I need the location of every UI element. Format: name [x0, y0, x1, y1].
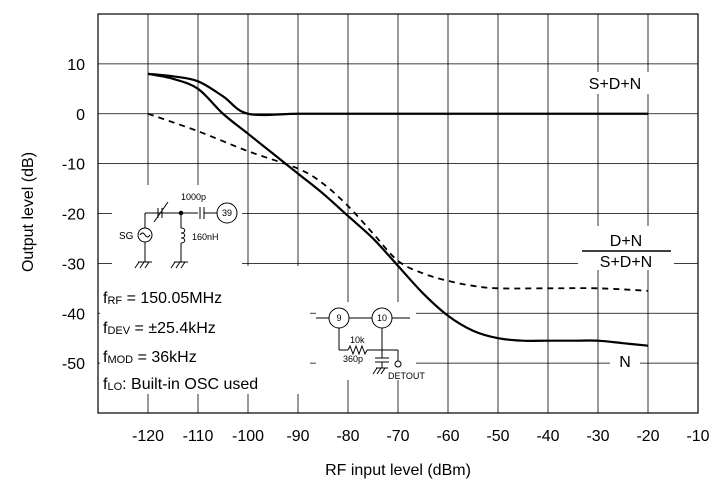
- label-sdn: S+D+N: [589, 76, 641, 93]
- series-line-2: [147, 112, 649, 292]
- resistor-10k-icon: [347, 344, 368, 356]
- series-line-0: [147, 72, 648, 117]
- x-tick-label: -40: [536, 428, 559, 445]
- x-tick-label: -20: [636, 428, 659, 445]
- x-tick-label: -70: [386, 428, 409, 445]
- cap-360p-label: 360p: [343, 354, 363, 364]
- x-tick-label: -60: [436, 428, 459, 445]
- cap-1000p-label: 1000p: [181, 192, 206, 202]
- y-tick-label: -40: [62, 306, 85, 323]
- label-dn-denominator: S+D+N: [600, 254, 652, 271]
- y-tick-label: -30: [62, 256, 85, 273]
- x-tick-label: -10: [686, 428, 709, 445]
- y-tick-label: -50: [62, 356, 85, 373]
- series-lines: [147, 72, 649, 347]
- series-line-1: [147, 72, 649, 347]
- detout-label: DETOUT: [388, 371, 425, 381]
- y-axis-title: Output level (dB): [20, 152, 37, 272]
- inductor-icon: [180, 227, 186, 244]
- resistor-label: 10k: [350, 335, 365, 345]
- condition-rf: fRF = 150.05MHz: [103, 290, 222, 307]
- x-tick-label: -90: [286, 428, 309, 445]
- condition-lo: fLO: Built-in OSC used: [103, 376, 258, 393]
- pin-9-label: 9: [336, 313, 341, 323]
- tick-labels: -120 -110 -100 -90 -80 -70 -60 -50 -40 -30 -20 -101…: [62, 57, 710, 445]
- detout-circuit-schematic: [316, 302, 416, 380]
- x-tick-label: -100: [232, 428, 264, 445]
- input-circuit-schematic: [112, 185, 242, 280]
- pin-39-label: 39: [222, 208, 232, 218]
- sg-label: SG: [119, 231, 134, 242]
- label-n-group: N: [610, 350, 640, 372]
- detout-terminal-icon: [394, 360, 402, 368]
- pin-10-label: 10: [377, 313, 387, 323]
- condition-dev: fDEV = ±25.4kHz: [103, 320, 216, 337]
- x-axis-title: RF input level (dBm): [325, 462, 471, 479]
- x-tick-label: -50: [486, 428, 509, 445]
- inductor-label: 160nH: [192, 232, 219, 242]
- conditions-block: fRF = 150.05MHz fDEV = ±25.4kHz fMOD = 3…: [100, 266, 310, 394]
- y-tick-label: -20: [62, 207, 85, 224]
- x-tick-label: -120: [132, 428, 164, 445]
- label-dn-fraction: D+N S+D+N: [578, 226, 674, 271]
- x-tick-label: -30: [586, 428, 609, 445]
- y-tick-label: -10: [62, 157, 85, 174]
- y-tick-label: 10: [67, 57, 85, 74]
- plot-frame: [97, 13, 699, 414]
- y-tick-label: 0: [76, 107, 85, 124]
- label-n: N: [619, 354, 631, 371]
- x-tick-label: -110: [183, 428, 214, 445]
- label-sdn-group: S+D+N: [578, 72, 652, 94]
- x-tick-label: -80: [336, 428, 359, 445]
- label-dn-numerator: D+N: [610, 233, 642, 250]
- condition-mod: fMOD = 36kHz: [103, 349, 197, 366]
